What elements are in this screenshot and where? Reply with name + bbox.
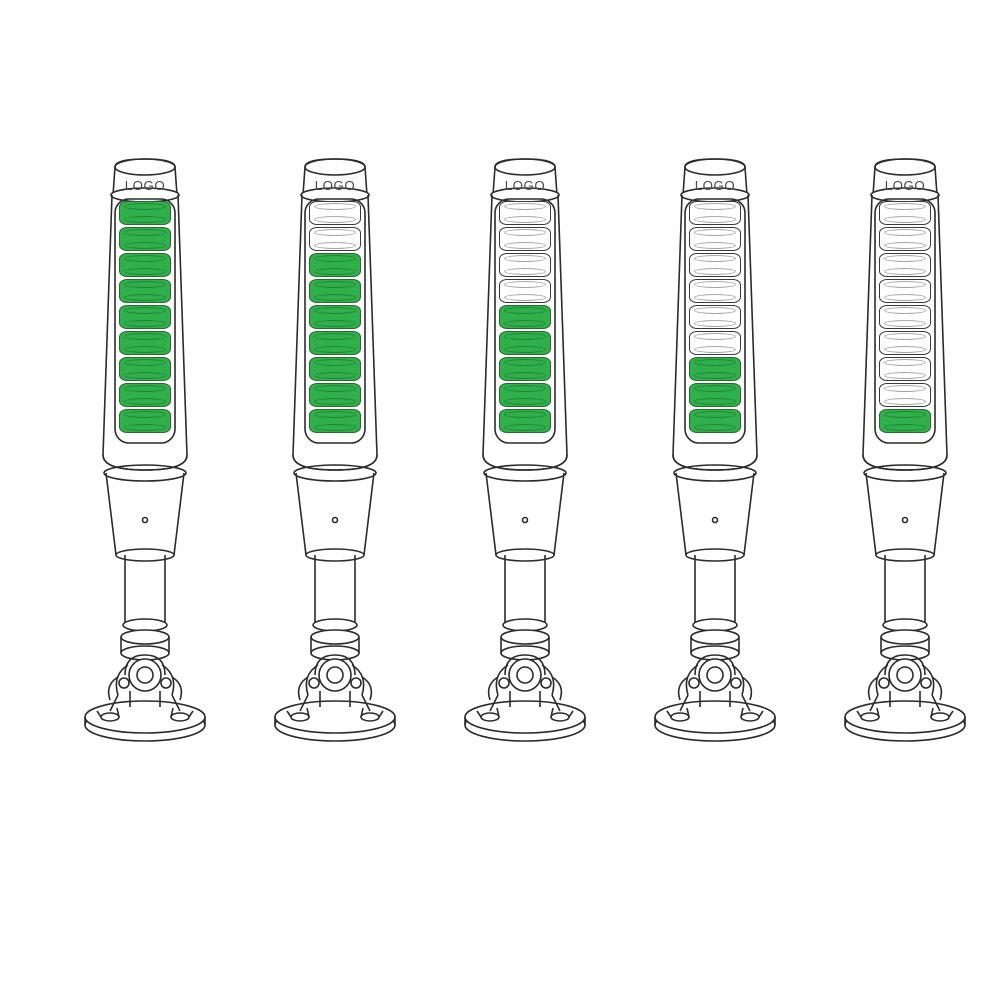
segment-stack (309, 201, 361, 435)
logo-label: LOGO (885, 178, 925, 193)
segment-stack (689, 201, 741, 435)
level-segment (879, 383, 931, 407)
level-segment (309, 409, 361, 433)
segment-stack (499, 201, 551, 435)
level-segment (499, 279, 551, 303)
level-segment (309, 201, 361, 225)
level-segment (879, 201, 931, 225)
level-segment (879, 305, 931, 329)
signal-tower: LOGO (450, 155, 600, 775)
segment-stack (119, 201, 171, 435)
signal-tower: LOGO (260, 155, 410, 775)
level-segment (879, 227, 931, 251)
level-segment (119, 253, 171, 277)
level-segment (879, 253, 931, 277)
level-segment (119, 409, 171, 433)
level-segment (499, 253, 551, 277)
logo-label: LOGO (695, 178, 735, 193)
logo-label: LOGO (315, 178, 355, 193)
level-segment (119, 305, 171, 329)
level-segment (499, 305, 551, 329)
level-segment (119, 331, 171, 355)
level-segment (689, 201, 741, 225)
level-segment (499, 409, 551, 433)
level-segment (309, 253, 361, 277)
level-segment (119, 357, 171, 381)
level-segment (689, 383, 741, 407)
level-segment (119, 227, 171, 251)
level-segment (309, 357, 361, 381)
level-segment (879, 331, 931, 355)
level-segment (689, 357, 741, 381)
segment-stack (879, 201, 931, 435)
level-segment (499, 227, 551, 251)
level-segment (499, 201, 551, 225)
signal-tower: LOGO (70, 155, 220, 775)
level-segment (119, 383, 171, 407)
level-segment (309, 227, 361, 251)
level-segment (879, 279, 931, 303)
logo-label: LOGO (505, 178, 545, 193)
level-segment (119, 201, 171, 225)
level-segment (309, 305, 361, 329)
signal-tower: LOGO (640, 155, 790, 775)
signal-tower: LOGO (830, 155, 980, 775)
level-segment (689, 227, 741, 251)
level-segment (309, 331, 361, 355)
level-segment (689, 253, 741, 277)
level-segment (879, 357, 931, 381)
level-segment (499, 357, 551, 381)
level-segment (499, 331, 551, 355)
level-segment (689, 305, 741, 329)
level-segment (119, 279, 171, 303)
level-segment (689, 279, 741, 303)
level-segment (689, 409, 741, 433)
logo-label: LOGO (125, 178, 165, 193)
level-segment (879, 409, 931, 433)
diagram-stage: LOGO (0, 0, 1000, 1000)
level-segment (309, 279, 361, 303)
level-segment (499, 383, 551, 407)
level-segment (689, 331, 741, 355)
level-segment (309, 383, 361, 407)
